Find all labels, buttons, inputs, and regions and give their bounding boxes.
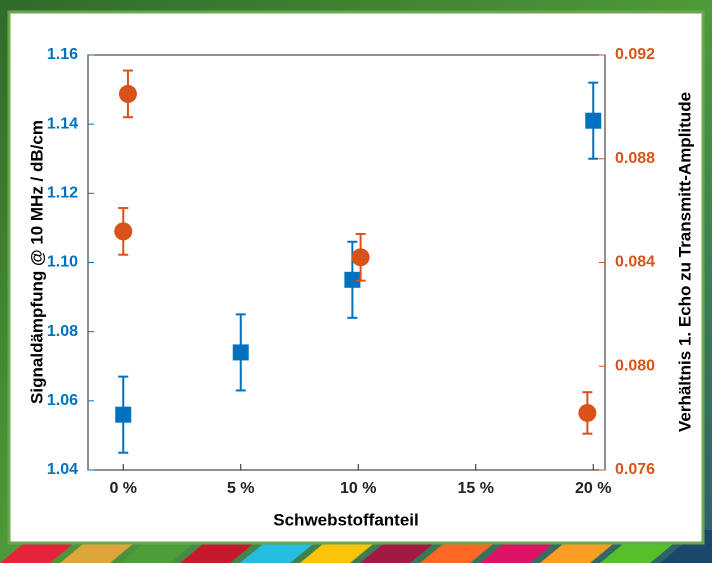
- y2-axis-title: Verhältnis 1. Echo zu Transmitt-Amplitud…: [675, 92, 694, 432]
- marker: [115, 407, 131, 423]
- marker: [578, 404, 596, 422]
- chart: Schwebstoffanteil Signaldämpfung @ 10 MH…: [0, 0, 712, 563]
- y2-tick-label: 0.076: [615, 461, 655, 478]
- y2-tick-label: 0.080: [615, 357, 655, 374]
- marker: [119, 85, 137, 103]
- x-tick-label: 5 %: [227, 480, 255, 497]
- marker: [585, 113, 601, 129]
- y-tick-label: 1.12: [47, 185, 78, 202]
- x-tick-label: 20 %: [575, 480, 611, 497]
- x-tick-label: 0 %: [109, 480, 137, 497]
- marker: [352, 248, 370, 266]
- y2-tick-label: 0.084: [615, 254, 655, 271]
- y-tick-label: 1.06: [47, 392, 78, 409]
- y2-tick-label: 0.088: [615, 150, 655, 167]
- x-tick-label: 15 %: [458, 480, 494, 497]
- marker: [233, 344, 249, 360]
- y-tick-label: 1.04: [47, 461, 78, 478]
- y-tick-label: 1.16: [47, 46, 78, 63]
- y-tick-label: 1.08: [47, 323, 78, 340]
- page: Schwebstoffanteil Signaldämpfung @ 10 MH…: [0, 0, 712, 563]
- y-tick-label: 1.10: [47, 254, 78, 271]
- x-tick-label: 10 %: [340, 480, 376, 497]
- y2-tick-label: 0.092: [615, 46, 655, 63]
- y-tick-label: 1.14: [47, 115, 78, 132]
- x-axis-title: Schwebstoffanteil: [273, 510, 418, 529]
- y-axis-title: Signaldämpfung @ 10 MHz / dB/cm: [27, 120, 46, 404]
- marker: [114, 222, 132, 240]
